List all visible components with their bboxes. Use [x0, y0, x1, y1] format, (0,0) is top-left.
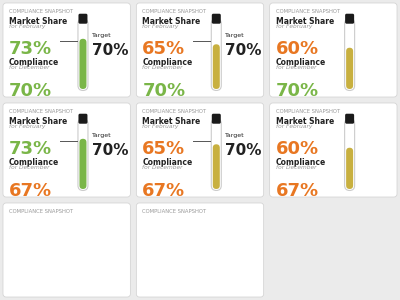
Text: 60%: 60% [276, 140, 319, 158]
FancyBboxPatch shape [78, 119, 88, 190]
Text: COMPLIANCE SNAPSHOT: COMPLIANCE SNAPSHOT [9, 209, 73, 214]
Text: for December: for December [276, 65, 316, 70]
Text: Compliance: Compliance [9, 58, 59, 67]
FancyBboxPatch shape [346, 148, 353, 189]
FancyBboxPatch shape [3, 103, 130, 197]
Text: 70%: 70% [225, 43, 262, 58]
Text: Compliance: Compliance [9, 158, 59, 167]
FancyBboxPatch shape [212, 14, 221, 24]
FancyBboxPatch shape [78, 19, 88, 91]
Text: COMPLIANCE SNAPSHOT: COMPLIANCE SNAPSHOT [9, 9, 73, 14]
Text: for February: for February [9, 124, 45, 129]
Text: for December: for December [142, 165, 183, 170]
Text: 70%: 70% [9, 82, 52, 100]
FancyBboxPatch shape [78, 14, 88, 24]
Text: 70%: 70% [225, 143, 262, 158]
FancyBboxPatch shape [213, 44, 220, 89]
FancyBboxPatch shape [270, 103, 397, 197]
Text: 73%: 73% [9, 40, 52, 58]
Text: COMPLIANCE SNAPSHOT: COMPLIANCE SNAPSHOT [142, 109, 206, 114]
Text: 70%: 70% [142, 82, 186, 100]
Text: 65%: 65% [142, 140, 186, 158]
Text: Target: Target [92, 133, 112, 138]
FancyBboxPatch shape [136, 103, 264, 197]
FancyBboxPatch shape [345, 119, 355, 190]
FancyBboxPatch shape [136, 3, 264, 97]
Text: COMPLIANCE SNAPSHOT: COMPLIANCE SNAPSHOT [276, 9, 340, 14]
FancyBboxPatch shape [346, 48, 353, 89]
FancyBboxPatch shape [211, 119, 221, 190]
Text: Market Share: Market Share [9, 117, 67, 126]
Text: for December: for December [9, 165, 50, 170]
Text: 73%: 73% [9, 140, 52, 158]
Text: Market Share: Market Share [276, 117, 334, 126]
Text: Market Share: Market Share [9, 17, 67, 26]
Text: Target: Target [225, 33, 245, 38]
Text: 60%: 60% [276, 40, 319, 58]
Text: Compliance: Compliance [276, 158, 326, 167]
Text: 67%: 67% [9, 182, 52, 200]
FancyBboxPatch shape [213, 144, 220, 189]
FancyBboxPatch shape [136, 203, 264, 297]
FancyBboxPatch shape [211, 19, 221, 91]
Text: for February: for February [276, 124, 312, 129]
Text: for February: for February [9, 24, 45, 29]
FancyBboxPatch shape [80, 39, 86, 89]
Text: for February: for February [142, 124, 179, 129]
Text: for February: for February [276, 24, 312, 29]
FancyBboxPatch shape [80, 139, 86, 189]
FancyBboxPatch shape [345, 114, 354, 124]
Text: COMPLIANCE SNAPSHOT: COMPLIANCE SNAPSHOT [276, 109, 340, 114]
Text: Compliance: Compliance [276, 58, 326, 67]
Text: Market Share: Market Share [142, 117, 200, 126]
Text: 67%: 67% [142, 182, 186, 200]
Text: 70%: 70% [276, 82, 319, 100]
Text: 70%: 70% [92, 143, 128, 158]
FancyBboxPatch shape [270, 3, 397, 97]
Text: Target: Target [225, 133, 245, 138]
FancyBboxPatch shape [212, 114, 221, 124]
Text: for February: for February [142, 24, 179, 29]
FancyBboxPatch shape [345, 19, 355, 91]
Text: COMPLIANCE SNAPSHOT: COMPLIANCE SNAPSHOT [142, 209, 206, 214]
Text: Market Share: Market Share [276, 17, 334, 26]
Text: Compliance: Compliance [142, 158, 192, 167]
Text: COMPLIANCE SNAPSHOT: COMPLIANCE SNAPSHOT [142, 9, 206, 14]
Text: 65%: 65% [142, 40, 186, 58]
Text: Target: Target [92, 33, 112, 38]
Text: for December: for December [142, 65, 183, 70]
Text: COMPLIANCE SNAPSHOT: COMPLIANCE SNAPSHOT [9, 109, 73, 114]
Text: Compliance: Compliance [142, 58, 192, 67]
Text: 67%: 67% [276, 182, 319, 200]
FancyBboxPatch shape [3, 203, 130, 297]
Text: for December: for December [9, 65, 50, 70]
Text: for December: for December [276, 165, 316, 170]
Text: 70%: 70% [92, 43, 128, 58]
FancyBboxPatch shape [345, 14, 354, 24]
FancyBboxPatch shape [3, 3, 130, 97]
FancyBboxPatch shape [78, 114, 88, 124]
Text: Market Share: Market Share [142, 17, 200, 26]
